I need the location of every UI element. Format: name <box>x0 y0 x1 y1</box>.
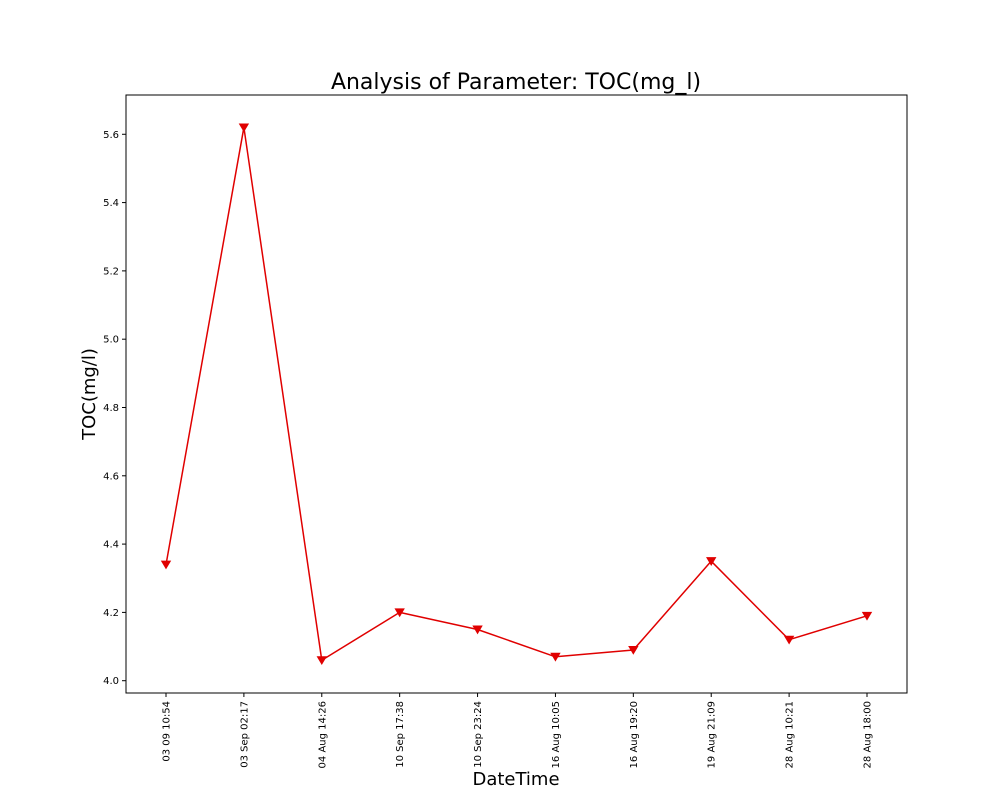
x-axis-ticks: 03 09 10:54 03 Sep 02:17 04 Aug 14:26 10 Se… <box>162 693 874 768</box>
y-axis-label: TOC(mg/l) <box>79 348 100 441</box>
y-tick-label: 4.8 <box>103 403 119 414</box>
data-point-marker <box>316 656 327 666</box>
y-tick-label: 4.2 <box>103 608 119 619</box>
x-tick-label: 16 Aug 19:20 <box>629 701 640 768</box>
series-layer <box>160 123 873 666</box>
y-tick-label: 5.2 <box>103 266 119 277</box>
data-point-marker <box>550 652 561 662</box>
x-tick-label: 10 Sep 17:38 <box>395 701 406 768</box>
x-tick-label: 19 Aug 21:09 <box>707 701 718 768</box>
chart-title: Analysis of Parameter: TOC(mg_l) <box>331 70 701 95</box>
x-tick-label: 28 Aug 10:21 <box>785 701 796 768</box>
y-tick-label: 5.0 <box>103 335 119 346</box>
y-axis-ticks: 4.0 4.2 4.4 4.6 4.8 5.0 5.2 5.4 5.6 <box>103 130 126 687</box>
y-tick-label: 5.6 <box>103 130 119 141</box>
series-line <box>165 126 868 661</box>
data-point-marker <box>394 608 405 618</box>
x-axis-label: DateTime <box>472 769 559 790</box>
x-tick-label: 03 09 10:54 <box>162 701 173 762</box>
data-point-marker <box>472 625 483 635</box>
data-point-marker <box>783 635 795 645</box>
y-tick-label: 5.4 <box>103 198 119 209</box>
data-point-marker <box>706 557 717 567</box>
data-point-marker <box>628 645 639 655</box>
data-point-marker <box>238 123 250 133</box>
y-tick-label: 4.0 <box>103 676 119 687</box>
x-tick-label: 10 Sep 23:24 <box>473 701 484 768</box>
x-tick-label: 16 Aug 10:05 <box>551 701 562 768</box>
x-tick-label: 28 Aug 18:00 <box>863 701 874 768</box>
data-point-marker <box>861 611 873 621</box>
plot-area-frame <box>125 94 908 694</box>
x-tick-label: 04 Aug 14:26 <box>317 701 328 768</box>
y-tick-label: 4.4 <box>103 540 119 551</box>
data-point-marker <box>160 560 172 570</box>
y-tick-label: 4.6 <box>103 471 119 482</box>
x-tick-label: 03 Sep 02:17 <box>239 701 250 768</box>
